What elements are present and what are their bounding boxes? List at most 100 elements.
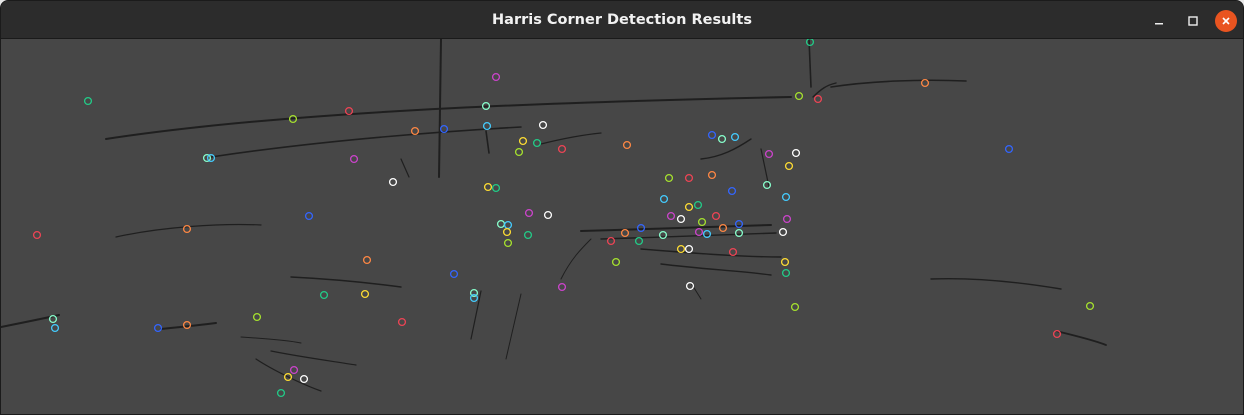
edge-stroke	[400, 158, 410, 178]
corner-marker	[790, 302, 800, 312]
corner-marker	[388, 177, 398, 187]
corner-marker	[182, 320, 192, 330]
corner-marker	[397, 317, 407, 327]
corner-marker	[496, 219, 506, 229]
minimize-icon	[1155, 23, 1163, 25]
corner-marker	[483, 182, 493, 192]
corner-marker	[685, 281, 695, 291]
corner-marker	[288, 114, 298, 124]
edge-stroke	[640, 248, 782, 258]
corner-marker	[634, 236, 644, 246]
maximize-icon	[1188, 16, 1198, 26]
corner-marker	[83, 96, 93, 106]
edge-stroke	[760, 148, 770, 188]
corner-marker	[319, 290, 329, 300]
corner-marker	[182, 224, 192, 234]
corner-marker	[1004, 144, 1014, 154]
corner-marker	[666, 211, 676, 221]
edge-stroke	[808, 39, 812, 88]
corner-marker	[780, 257, 790, 267]
edge-stroke	[470, 290, 482, 340]
corner-marker	[482, 121, 492, 131]
corner-marker	[717, 134, 727, 144]
edge-stroke	[1055, 330, 1107, 346]
corner-marker	[153, 323, 163, 333]
corner-marker	[693, 200, 703, 210]
corner-marker	[697, 217, 707, 227]
corner-marker	[439, 124, 449, 134]
edge-stroke	[270, 350, 357, 366]
corner-marker	[469, 293, 479, 303]
corner-marker	[782, 214, 792, 224]
corner-marker	[620, 228, 630, 238]
corner-marker	[764, 149, 774, 159]
edge-stroke	[485, 130, 490, 154]
corner-marker	[636, 223, 646, 233]
corner-marker	[538, 120, 548, 130]
corner-marker	[514, 147, 524, 157]
corner-marker	[481, 101, 491, 111]
corner-marker	[449, 269, 459, 279]
corner-marker	[557, 282, 567, 292]
edge-stroke	[600, 232, 777, 240]
corner-marker	[557, 144, 567, 154]
edge-stroke	[505, 293, 522, 360]
corner-marker	[491, 72, 501, 82]
corner-marker	[920, 78, 930, 88]
corner-marker	[349, 154, 359, 164]
title-bar[interactable]: Harris Corner Detection Results	[1, 1, 1243, 39]
edge-stroke	[210, 126, 522, 158]
corner-marker	[684, 244, 694, 254]
corner-marker	[50, 323, 60, 333]
corner-marker	[730, 132, 740, 142]
corner-marker	[622, 140, 632, 150]
corner-marker	[362, 255, 372, 265]
corner-marker	[299, 374, 309, 384]
close-icon	[1222, 17, 1230, 25]
corner-marker	[727, 186, 737, 196]
corner-marker	[502, 227, 512, 237]
corner-marker	[676, 214, 686, 224]
corner-marker	[606, 236, 616, 246]
edge-map	[1, 39, 1107, 398]
edge-stroke	[438, 39, 442, 178]
corner-marker	[684, 173, 694, 183]
corner-marker	[1052, 329, 1062, 339]
edge-stroke	[580, 224, 772, 232]
corner-marker	[659, 194, 669, 204]
corner-marker	[794, 91, 804, 101]
minimize-button[interactable]	[1148, 10, 1170, 32]
edge-stroke	[690, 282, 702, 300]
corner-marker	[784, 161, 794, 171]
corner-marker	[360, 289, 370, 299]
corner-marker	[762, 180, 772, 190]
corner-marker	[206, 153, 216, 163]
corner-marker	[702, 229, 712, 239]
corner-marker	[734, 228, 744, 238]
window-title: Harris Corner Detection Results	[492, 12, 752, 28]
corner-marker	[664, 173, 674, 183]
maximize-button[interactable]	[1182, 10, 1204, 32]
corner-marker	[32, 230, 42, 240]
edge-stroke	[830, 79, 967, 88]
edge-stroke	[540, 132, 602, 145]
corner-marker	[518, 136, 528, 146]
edge-stroke	[105, 96, 792, 140]
edge-stroke	[660, 263, 772, 276]
corner-marker	[524, 208, 534, 218]
corner-marker	[707, 130, 717, 140]
corner-marker	[304, 211, 314, 221]
corner-marker	[410, 126, 420, 136]
corner-marker	[543, 210, 553, 220]
corner-marker	[503, 220, 513, 230]
corner-marker	[289, 365, 299, 375]
corner-marker	[276, 388, 286, 398]
close-button[interactable]	[1215, 10, 1237, 32]
edge-stroke	[930, 277, 1062, 290]
corner-marker	[344, 106, 354, 116]
result-image	[1, 39, 1243, 414]
corner-marker	[48, 314, 58, 324]
corner-marker	[252, 312, 262, 322]
corner-marker	[791, 148, 801, 158]
